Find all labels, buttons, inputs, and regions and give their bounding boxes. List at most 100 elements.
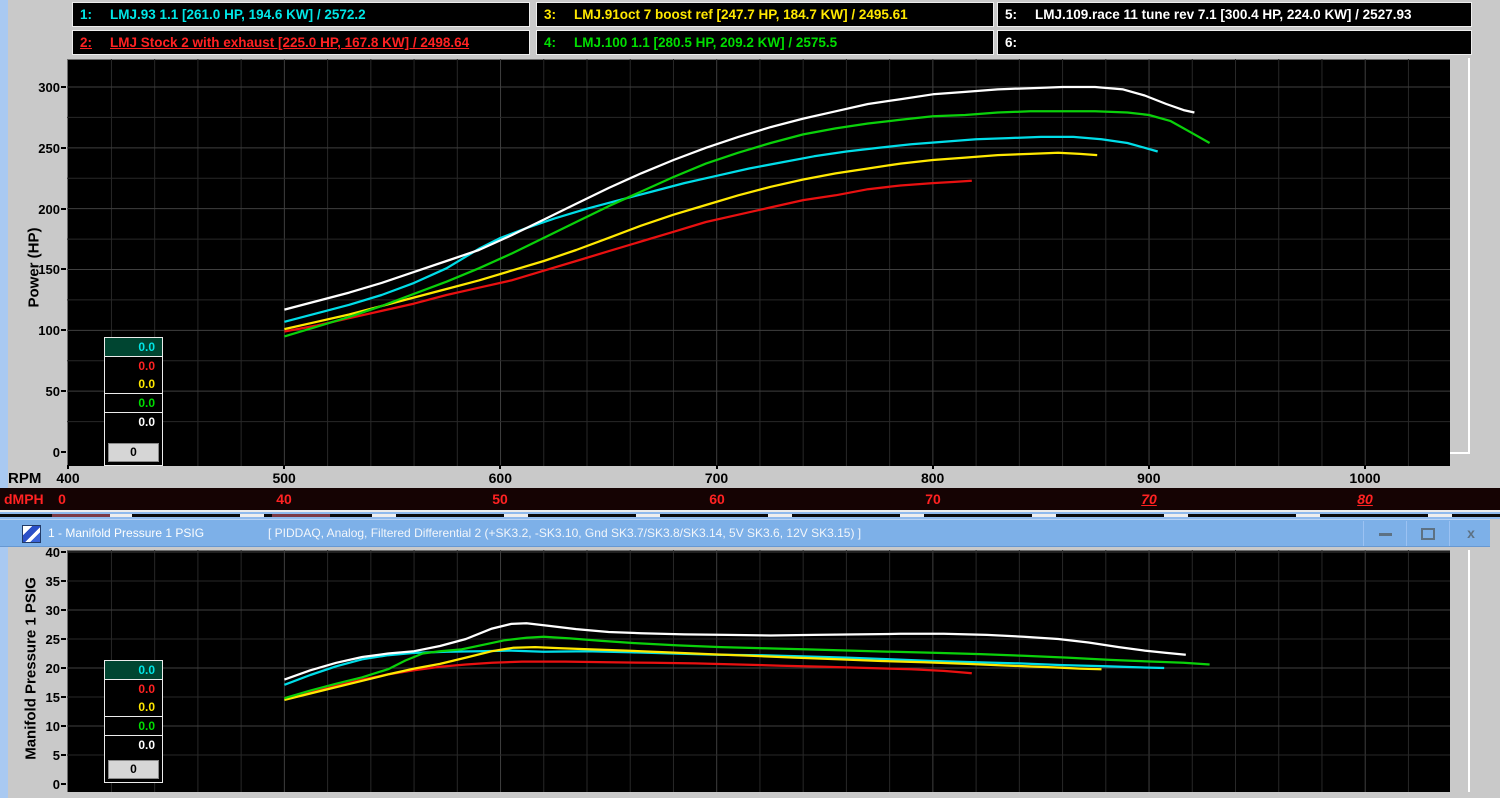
cursor-readout-box-power: 0.0 0.0 0.0 0.0 0.0 0 (104, 337, 163, 466)
dmph-tick-label: 70 (925, 491, 941, 507)
manifold-window-titlebar[interactable]: 1 - Manifold Pressure 1 PSIG [ PIDDAQ, A… (0, 519, 1500, 547)
minimize-button[interactable] (1363, 521, 1406, 546)
dmph-axis-strip: dMPH 0 40 50 60 70 70 80 (0, 488, 1500, 512)
y-tick-label: 300 (38, 79, 60, 95)
curve-run-4 (284, 635, 1210, 700)
y-tick-mark (61, 146, 66, 149)
readout-value-3: 0.0 (105, 394, 162, 413)
y-tick-mark (61, 268, 66, 271)
y-tick-mark (61, 551, 66, 553)
curve-run-3 (284, 151, 1098, 331)
y-tick-label: 25 (45, 632, 60, 647)
y-tick-mark (61, 580, 66, 582)
plot-frame-highlight (1450, 452, 1470, 454)
power-chart-svg (67, 59, 1450, 466)
y-tick-mark (61, 85, 66, 88)
y-tick-mark (61, 329, 66, 332)
y-tick-mark (61, 207, 66, 210)
legend-run-label: LMJ.93 1.1 [261.0 HP, 194.6 KW] / 2572.2 (110, 7, 366, 22)
legend-run-4[interactable]: 4: LMJ.100 1.1 [280.5 HP, 209.2 KW] / 257… (536, 30, 994, 55)
dmph-tick-label: 80 (1357, 491, 1373, 507)
readout-value-4: 0.0 (105, 736, 162, 754)
legend-run-1[interactable]: 1: LMJ.93 1.1 [261.0 HP, 194.6 KW] / 2572… (72, 2, 530, 27)
curve-run-2 (284, 179, 972, 333)
dmph-tick-label: 60 (709, 491, 725, 507)
legend-run-number: 6: (1005, 35, 1018, 50)
manifold-chart-plot (67, 550, 1450, 792)
window-splitter[interactable] (0, 512, 1500, 519)
readout-value-4: 0.0 (105, 413, 162, 431)
y-tick-mark (61, 451, 66, 453)
y-tick-mark (61, 667, 66, 669)
readout-spacer (105, 431, 162, 441)
legend-run-label: LMJ Stock 2 with exhaust [225.0 HP, 167.… (110, 35, 470, 50)
close-button[interactable]: x (1449, 521, 1492, 546)
readout-value-0: 0.0 (105, 661, 162, 680)
curve-run-3 (284, 645, 1102, 701)
close-icon: x (1467, 525, 1475, 541)
splitter-dash-red (52, 514, 110, 517)
window-separator (0, 510, 1500, 512)
legend-run-number: 3: (544, 7, 557, 22)
manifold-chart-svg (67, 550, 1450, 792)
rpm-tick-label: 900 (1137, 470, 1161, 486)
readout-value-2: 0.0 (105, 698, 162, 717)
readout-value-2: 0.0 (105, 375, 162, 394)
splitter-dash-line (0, 514, 1500, 517)
legend-run-label: LMJ.91oct 7 boost ref [247.7 HP, 184.7 K… (574, 7, 908, 22)
y-tick-label: 35 (45, 574, 60, 589)
y-tick-label: 50 (45, 384, 60, 400)
rpm-tick-label: 500 (272, 470, 296, 486)
readout-value-0: 0.0 (105, 338, 162, 357)
rpm-tick-label: 600 (488, 470, 513, 486)
rpm-axis-label: RPM (8, 470, 42, 487)
rpm-tick-mark (499, 465, 502, 469)
window-title-detail: [ PIDDAQ, Analog, Filtered Differential … (268, 526, 862, 540)
rpm-tick-mark (1147, 465, 1150, 469)
y-tick-mark (61, 609, 66, 611)
legend-run-6[interactable]: 6: (997, 30, 1472, 55)
readout-footer-button[interactable]: 0 (108, 443, 159, 462)
y-tick-mark (61, 783, 66, 785)
dmph-tick-label: 0 (58, 491, 66, 507)
minimize-icon (1378, 533, 1392, 536)
rpm-tick-mark (283, 465, 286, 469)
y-tick-label: 150 (38, 262, 60, 278)
y-tick-label: 250 (38, 140, 60, 156)
dmph-axis-label: dMPH (4, 491, 44, 507)
curve-run-1 (284, 135, 1159, 323)
y-tick-label: 20 (45, 661, 60, 676)
rpm-tick-label: 1000 (1349, 470, 1381, 486)
legend-run-5[interactable]: 5: LMJ.109.race 11 tune rev 7.1 [300.4 HP… (997, 2, 1472, 27)
y-tick-mark (61, 725, 66, 727)
legend-run-2[interactable]: 2: LMJ Stock 2 with exhaust [225.0 HP, 16… (72, 30, 530, 55)
dmph-tick-label: 50 (492, 491, 508, 507)
rpm-tick-label: 800 (920, 470, 945, 486)
dmph-tick-label: 40 (276, 491, 292, 507)
y-tick-mark (61, 754, 66, 756)
y-tick-label: 5 (52, 748, 60, 763)
legend-run-3[interactable]: 3: LMJ.91oct 7 boost ref [247.7 HP, 184.7… (536, 2, 994, 27)
legend-run-label: LMJ.100 1.1 [280.5 HP, 209.2 KW] / 2575.… (574, 35, 838, 50)
rpm-tick-mark (1364, 465, 1366, 469)
cursor-readout-box-manifold: 0.0 0.0 0.0 0.0 0.0 0 (104, 660, 163, 783)
y-tick-label: 200 (38, 201, 60, 217)
dmph-tick-label: 70 (1141, 491, 1157, 507)
app-icon[interactable] (22, 525, 41, 543)
legend-run-number: 2: (80, 35, 93, 50)
legend-run-number: 1: (80, 7, 93, 22)
titlebar-right-cap (1490, 519, 1500, 547)
curve-run-4 (284, 110, 1211, 338)
y-tick-mark (61, 638, 66, 640)
restore-button[interactable] (1406, 521, 1449, 546)
readout-value-3: 0.0 (105, 717, 162, 736)
legend-run-number: 4: (544, 35, 557, 50)
legend-run-number: 5: (1005, 7, 1018, 22)
readout-footer-button[interactable]: 0 (108, 760, 159, 779)
y-tick-label: 40 (45, 545, 60, 560)
y-tick-label: 15 (45, 690, 60, 705)
rpm-tick-label: 400 (56, 470, 80, 486)
curve-run-5 (284, 85, 1195, 311)
restore-icon (1421, 528, 1435, 540)
